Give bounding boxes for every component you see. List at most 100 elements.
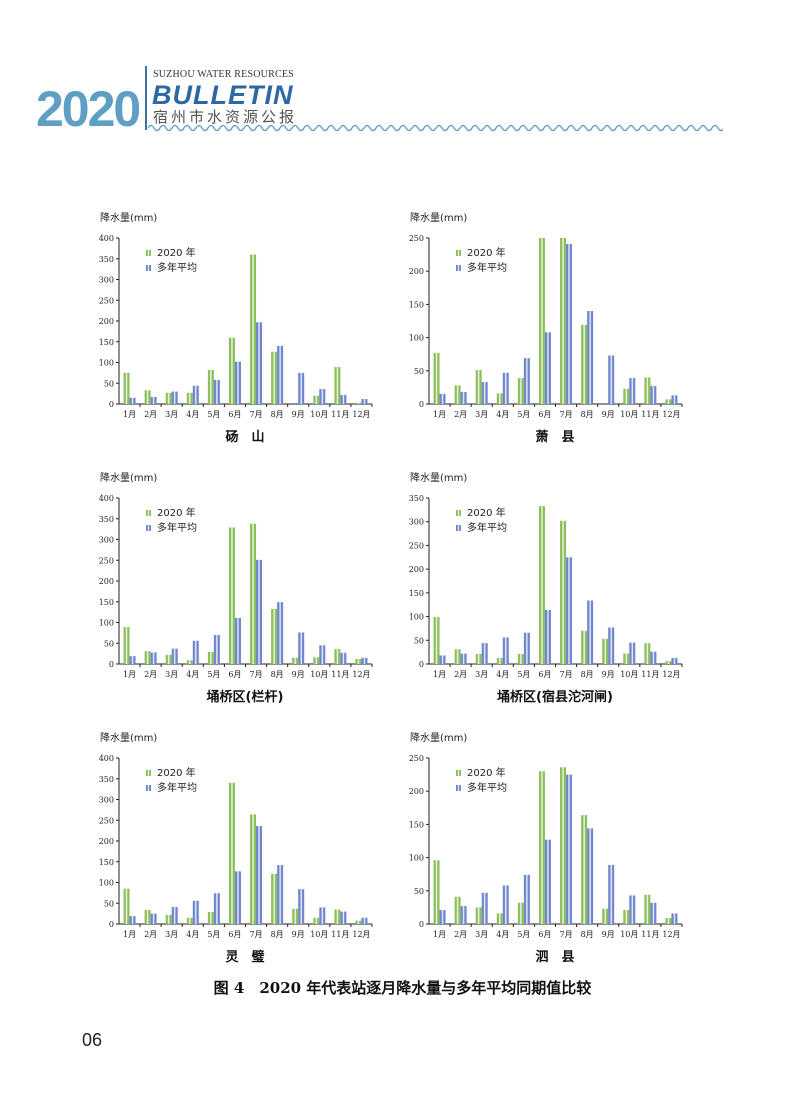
bar-average [319,907,326,924]
bar-average [650,386,657,404]
bar-average [150,913,157,924]
y-tick-label: 400 [99,494,114,503]
month-label: 2月 [454,670,467,679]
month-label: 2月 [144,410,157,419]
bar-average [213,893,220,924]
bar-average [171,648,178,664]
bar-average [171,906,178,924]
bar-average [566,557,573,664]
bar-2020 [207,911,214,924]
month-label: 6月 [228,930,241,939]
bar-2020 [123,372,130,404]
bar-average [340,394,347,404]
bar-average [608,864,615,924]
month-label: 8月 [581,930,594,939]
bar-average [361,399,368,404]
bar-average [481,892,488,924]
bar-average [439,910,446,924]
y-tick-label: 250 [99,816,114,825]
bar-2020 [228,337,235,404]
y-axis-label: 降水量(mm) [410,471,467,484]
y-tick-label: 400 [99,754,114,763]
bar-average [439,394,446,404]
bar-average [298,889,305,924]
bar-average [587,311,594,404]
bar-average [608,627,615,664]
bar-2020 [186,392,193,404]
bar-2020 [581,324,588,404]
bar-average [129,656,136,664]
legend-swatch [456,250,461,256]
logo-year: 2020 [36,81,141,137]
y-tick-label: 0 [419,920,424,929]
chart-svg: 降水量(mm) 0 50 100 150 200 250 1月 2月 3月 4月 5月 6月 7月 8月 9月… [409,731,683,965]
bar-average [319,389,326,404]
y-tick-label: 350 [99,515,114,524]
bar-2020 [602,638,609,664]
legend-swatch [456,510,461,516]
legend-swatch [146,265,151,271]
bar-average [502,637,509,664]
bar-2020 [602,908,609,924]
chart-title: 泗 县 [535,949,574,965]
bar-average [460,653,467,664]
bar-2020 [433,617,440,664]
page-number: 06 [82,1030,103,1050]
bar-average [129,916,136,924]
legend-label: 2020 年 [157,506,196,519]
bar-average [234,361,241,404]
bar-average [340,911,347,924]
month-label: 7月 [249,410,262,419]
y-tick-label: 150 [99,338,114,347]
chart-yongqiao-tuohezha: 降水量(mm) 0 50 100 150 200 250 300 350 1月 2月 3月 4月 5月 6月… [400,465,700,705]
y-tick-label: 350 [409,494,424,503]
month-label: 8月 [271,930,284,939]
y-tick-label: 100 [409,613,424,622]
chart-svg: 降水量(mm) 0 50 100 150 200 250 300 350 400 1月 2月 3月 4月 5… [99,731,373,965]
bar-average [171,391,178,404]
legend-swatch [146,770,151,776]
bar-2020 [581,815,588,924]
month-label: 6月 [538,670,551,679]
bar-2020 [496,393,503,404]
chart-svg: 降水量(mm) 0 50 100 150 200 250 300 350 1月 2月 3月 4月 5月 6月… [409,471,683,705]
month-label: 4月 [186,670,199,679]
bar-average [481,382,488,404]
y-axis-label: 降水量(mm) [100,211,157,224]
y-tick-label: 150 [99,858,114,867]
month-label: 5月 [517,930,530,939]
month-label: 12月 [662,410,680,419]
month-label: 10月 [310,410,328,419]
bar-average [544,839,551,924]
bar-average [671,913,678,924]
month-label: 8月 [271,410,284,419]
month-label: 9月 [602,930,615,939]
month-label: 12月 [662,670,680,679]
bar-2020 [165,654,172,664]
month-label: 9月 [292,930,305,939]
bar-average [192,385,199,404]
month-label: 3月 [475,410,488,419]
legend-swatch [146,785,151,791]
y-tick-label: 200 [409,267,424,276]
month-label: 5月 [517,410,530,419]
y-tick-label: 0 [419,660,424,669]
bar-2020 [313,395,320,404]
month-label: 4月 [496,670,509,679]
legend-label: 2020 年 [467,246,506,259]
month-label: 9月 [602,670,615,679]
chart-title: 灵 璧 [225,949,264,965]
bar-average [129,397,136,404]
month-label: 11月 [331,930,349,939]
chart-svg: 降水量(mm) 0 50 100 150 200 250 300 350 400 1月 2月 3月 4月 5… [99,211,373,445]
bar-2020 [334,367,341,404]
bar-average [523,358,530,404]
bar-average [340,652,347,664]
bar-2020 [644,894,651,924]
y-tick-label: 100 [99,619,114,628]
y-tick-label: 300 [99,536,114,545]
bar-average [256,826,263,924]
bar-average [544,609,551,664]
bar-average [298,372,305,404]
chart-title: 砀 山 [225,429,264,445]
